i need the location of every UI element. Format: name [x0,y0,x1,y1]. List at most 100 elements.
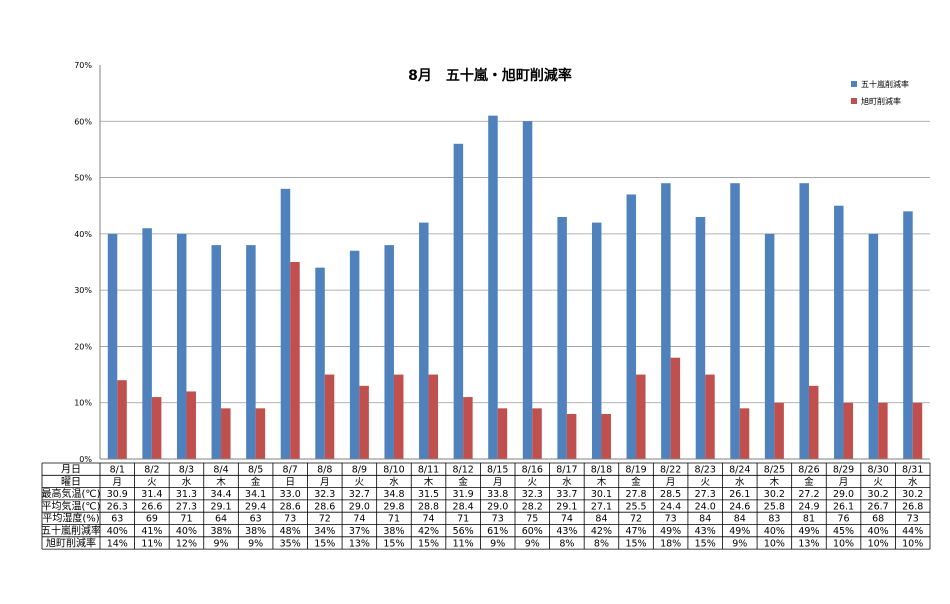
table-cell: 11% [141,538,162,549]
table-cell: 43% [556,526,577,537]
table-cell: 74 [561,514,573,525]
table-cell: 29.4 [245,501,266,512]
table-cell: 9% [525,538,540,549]
table-cell: 火 [528,477,538,488]
table-cell: 27.1 [591,501,612,512]
table-row-label: 月日 [61,464,81,476]
table-cell: 60% [522,526,543,537]
table-cell: 45% [833,526,854,537]
table-cell: 34.8 [383,489,404,500]
table-cell: 日 [285,477,295,488]
table-cell: 15% [383,538,404,549]
y-tick-label: 50% [74,174,92,183]
table-cell: 月 [666,477,676,488]
bar-asahimachi [705,374,715,459]
table-cell: 49% [729,526,750,537]
table-cell: 40% [107,526,128,537]
bar-asahimachi [532,408,542,459]
table-cell: 8/25 [764,465,785,476]
table-cell: 27.3 [176,501,197,512]
bar-igarashi [522,121,533,459]
table-row-label: 最高気温(℃) [41,487,100,500]
table-cell: 28.5 [660,489,681,500]
chart-title-group: 8月 五十嵐・旭町削減率 [408,67,572,84]
table-cell: 64 [215,514,227,525]
bar-igarashi [453,143,464,460]
y-tick-label: 0% [79,455,92,464]
table-cell: 8/24 [729,465,750,476]
table-cell: 8/9 [352,465,367,476]
table-cell: 10% [833,538,854,549]
bar-asahimachi [463,397,473,459]
table-cell: 44% [902,526,923,537]
table-cell: 8/5 [248,465,263,476]
table-cell: 35% [280,538,301,549]
table-cell: 28.6 [280,501,301,512]
legend-swatch [851,98,857,104]
table-cell: 68 [872,514,884,525]
table-cell: 24.6 [729,501,750,512]
table-cell: 31.3 [176,489,197,500]
table-cell: 8% [559,538,574,549]
table-cell: 40% [764,526,785,537]
table-row-label: 平均気温(℃) [41,499,100,512]
table-cell: 26.6 [141,501,162,512]
table-cell: 29.0 [349,501,370,512]
table-cell: 49% [660,526,681,537]
table-cell: 28.2 [522,501,543,512]
y-tick-label: 30% [74,286,92,295]
bar-igarashi [211,245,222,459]
bar-asahimachi [221,408,231,459]
table-cell: 28.4 [453,501,474,512]
table-cell: 42% [418,526,439,537]
table-cell: 72 [630,514,642,525]
bar-asahimachi [497,408,508,459]
table-cell: 72 [319,514,331,525]
bar-asahimachi [636,374,646,459]
table-cell: 41% [141,526,162,537]
bar-asahimachi [117,380,127,459]
table-cell: 木 [216,476,226,488]
table-cell: 31.5 [418,489,439,500]
table-cell: 40% [868,526,889,537]
legend-swatch [851,81,857,87]
table-cell: 15% [418,538,439,549]
bars [107,115,923,460]
table-cell: 8/16 [522,465,543,476]
table-cell: 32.7 [349,489,370,500]
table-cell: 11% [453,538,474,549]
table-cell: 8/8 [317,465,332,476]
table-cell: 水 [389,476,399,488]
table-cell: 木 [770,476,780,488]
bar-asahimachi [290,262,300,459]
bar-igarashi [834,205,844,459]
bar-asahimachi [255,408,266,459]
bar-igarashi [661,183,671,459]
table-cell: 10% [868,538,889,549]
table-cell: 月 [320,477,330,488]
table-cell: 木 [424,476,434,488]
data-table: 月日 8/1 8/2 8/3 8/4 8/5 8/7 8/8 8/9 8/10 8/11 8/12 8/… [41,462,931,550]
table-cell: 27.2 [798,489,819,500]
gridlines [100,120,930,404]
table-cell: 42% [591,526,612,537]
table-cell: 74 [353,514,365,525]
table-cell: 8/30 [867,465,888,476]
bar-asahimachi [393,374,404,459]
table-cell: 26.1 [833,501,854,512]
table-cell: 金 [251,476,261,488]
axes [99,65,930,460]
y-tick-label: 20% [74,342,92,351]
table-cell: 火 [147,477,157,488]
table-cell: 73 [665,514,677,525]
bar-igarashi [488,115,498,459]
bar-igarashi [142,228,152,459]
bar-igarashi [246,245,256,459]
table-cell: 8/3 [179,465,194,476]
bar-asahimachi [670,357,681,459]
bar-igarashi [730,183,740,459]
table-cell: 水 [735,476,745,488]
table-cell: 29.0 [487,501,508,512]
